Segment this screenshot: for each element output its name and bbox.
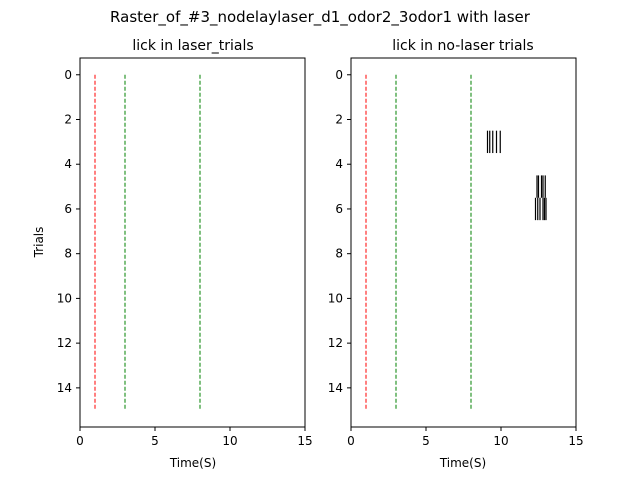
y-tick-label: 8 <box>335 247 343 261</box>
x-axis-label: Time(S) <box>439 456 486 470</box>
x-tick-label: 5 <box>151 434 159 448</box>
lick-events <box>486 130 547 221</box>
ticks: 0 5 10 15 0 2 4 6 8 10 12 14 <box>57 68 313 448</box>
y-tick-label: 10 <box>328 291 343 305</box>
y-tick-label: 6 <box>335 202 343 216</box>
y-tick-label: 4 <box>64 157 72 171</box>
panel-title: lick in laser_trials <box>132 38 253 54</box>
x-tick-label: 0 <box>76 434 84 448</box>
y-tick-label: 4 <box>335 157 343 171</box>
panel-title: lick in no-laser trials <box>392 38 533 54</box>
x-tick-label: 10 <box>493 434 508 448</box>
x-tick-label: 15 <box>297 434 312 448</box>
figure-suptitle: Raster_of_#3_nodelaylaser_d1_odor2_3odor… <box>110 8 531 27</box>
y-tick-label: 0 <box>64 68 72 82</box>
y-tick-label: 2 <box>64 113 72 127</box>
panel-laser-trials: lick in laser_trials 0 5 10 15 0 2 4 6 8 10 12 14 T… <box>32 38 313 470</box>
y-tick-label: 6 <box>64 202 72 216</box>
x-tick-label: 15 <box>568 434 583 448</box>
y-tick-label: 8 <box>64 247 72 261</box>
x-tick-label: 10 <box>222 434 237 448</box>
event-lines <box>94 74 201 411</box>
event-lines <box>365 74 472 411</box>
x-axis-label: Time(S) <box>169 456 216 470</box>
axes-frame <box>350 57 577 428</box>
y-tick-label: 2 <box>335 113 343 127</box>
x-tick-label: 0 <box>347 434 355 448</box>
y-tick-label: 10 <box>57 291 72 305</box>
y-tick-label: 14 <box>328 381 343 395</box>
x-tick-label: 5 <box>422 434 430 448</box>
y-axis-label: Trials <box>32 227 46 259</box>
ticks: 0 5 10 15 0 2 4 6 8 10 12 14 <box>328 68 584 448</box>
y-tick-label: 12 <box>328 336 343 350</box>
y-tick-label: 14 <box>57 381 72 395</box>
panel-no-laser-trials: lick in no-laser trials 0 5 10 15 0 2 4 6 8 10 12 1… <box>328 38 584 470</box>
y-tick-label: 0 <box>335 68 343 82</box>
axes-frame <box>79 57 306 428</box>
y-tick-label: 12 <box>57 336 72 350</box>
